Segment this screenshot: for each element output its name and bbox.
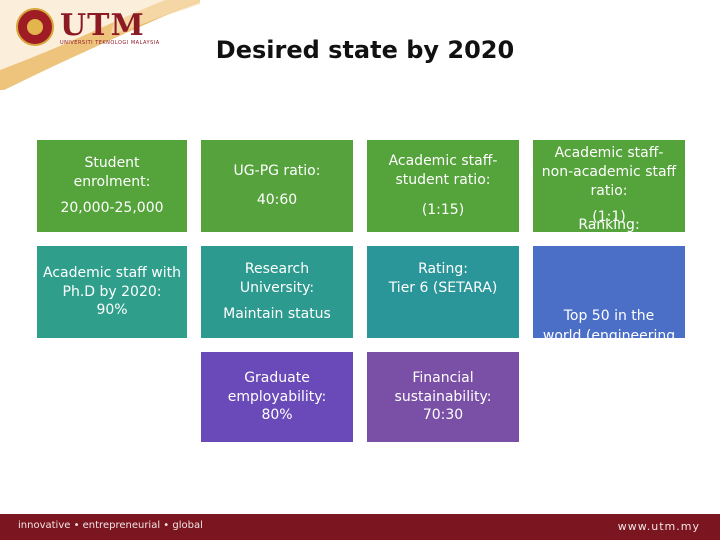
tile-value: 70:30 <box>422 407 464 424</box>
logo-text: UTM <box>60 8 145 43</box>
tile-value: (1:1) <box>592 209 626 225</box>
tile-value: (1:15) <box>421 202 465 219</box>
tile-label: Research University: <box>239 260 315 296</box>
tile-value: Tier 6 (SETARA) <box>388 279 498 296</box>
tile-label: Academic staff-non-academic staff ratio: <box>541 145 677 199</box>
logo-subtitle: UNIVERSITI TEKNOLOGI MALAYSIA <box>60 40 160 46</box>
utm-crest-icon <box>16 8 54 46</box>
tile-staff-student-ratio: Academic staff-student ratio: (1:15) <box>367 140 519 232</box>
tile-value: 80% <box>261 407 293 424</box>
tile-financial-sustainability: Financial sustainability: 70:30 <box>367 352 519 442</box>
tile-value: world (engineering <box>542 328 676 338</box>
tile-value: 40:60 <box>256 192 298 208</box>
tile-ranking: Top 50 in the world (engineering <box>533 246 685 338</box>
footer-url: www.utm.my <box>617 520 700 533</box>
footer-tagline: innovative • entrepreneurial • global <box>18 520 203 531</box>
tile-label: Financial sustainability: <box>394 369 492 405</box>
tile-value: 90% <box>96 302 128 319</box>
tile-staff-nonacademic-ratio: Academic staff-non-academic staff ratio:… <box>533 140 685 232</box>
tile-overflow-text: Ranking: <box>578 218 640 232</box>
tile-ug-pg-ratio: UG-PG ratio: 40:60 <box>201 140 353 232</box>
tile-setara-rating: Rating: Tier 6 (SETARA) <box>367 246 519 338</box>
footer-bar: innovative • entrepreneurial • global ww… <box>0 514 720 540</box>
slide-title: Desired state by 2020 <box>215 36 515 64</box>
tile-label: Academic staff with Ph.D by 2020: <box>43 264 181 300</box>
tile-value: 20,000-25,000 <box>60 200 164 217</box>
tile-label: Graduate employability: <box>227 369 327 405</box>
tile-label: Rating: <box>418 261 468 277</box>
tile-student-enrolment: Student enrolment: 20,000-25,000 <box>37 140 187 232</box>
tile-label: Top 50 in the <box>563 308 655 324</box>
tile-research-university: Research University: Maintain status <box>201 246 353 338</box>
tile-label: Academic staff-student ratio: <box>388 152 498 188</box>
tile-value: Maintain status <box>223 306 331 323</box>
tile-graduate-employability: Graduate employability: 80% <box>201 352 353 442</box>
tile-phd-staff: Academic staff with Ph.D by 2020: 90% <box>37 246 187 338</box>
tile-label: UG-PG ratio: <box>233 163 321 180</box>
utm-logo: UTM UNIVERSITI TEKNOLOGI MALAYSIA <box>16 8 159 48</box>
tile-label: Student enrolment: <box>73 154 151 190</box>
